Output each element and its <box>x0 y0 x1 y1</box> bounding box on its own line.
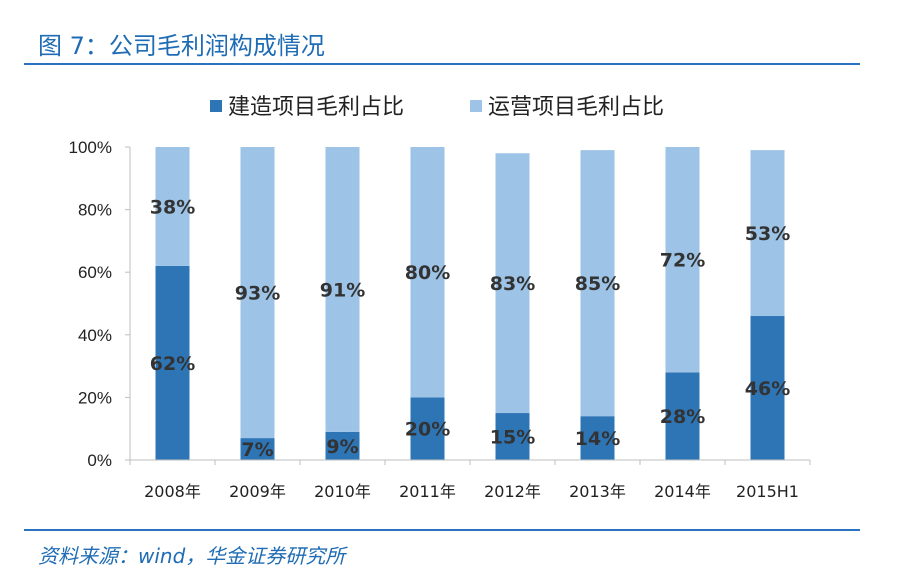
data-label: 9% <box>326 436 358 458</box>
data-label: 91% <box>320 279 365 301</box>
data-label: 93% <box>235 283 280 305</box>
bar-segment-series-1 <box>325 431 360 460</box>
data-label: 38% <box>150 196 195 218</box>
data-label: 46% <box>745 378 790 400</box>
legend-swatch-2 <box>470 100 482 112</box>
bar-segment-series-1 <box>410 397 445 460</box>
x-tick-label: 2012年 <box>484 482 541 501</box>
y-tick-label: 60% <box>78 263 112 282</box>
data-label: 62% <box>150 353 195 375</box>
bar-segment-series-1 <box>665 372 700 460</box>
data-label: 53% <box>745 223 790 245</box>
source-note: 资料来源：wind，华金证券研究所 <box>38 544 346 568</box>
data-label: 14% <box>575 428 620 450</box>
top-rule <box>24 63 860 65</box>
data-label: 85% <box>575 273 620 295</box>
data-label: 80% <box>405 262 450 284</box>
bar-segment-series-2 <box>750 150 785 317</box>
bar-segment-series-1 <box>240 438 275 460</box>
bar-segment-series-2 <box>410 147 445 398</box>
legend-label-2: 运营项目毛利占比 <box>488 95 664 120</box>
stacked-bar-chart: 建造项目毛利占比 运营项目毛利占比 0% 20% 40% 60% 80% 100% 62% 3… <box>69 95 811 501</box>
data-label: 20% <box>405 419 450 441</box>
bottom-rule <box>24 529 860 531</box>
bar-segment-series-1 <box>750 316 785 460</box>
y-tick-label: 20% <box>78 388 112 407</box>
y-axis: 0% 20% 40% 60% 80% 100% <box>69 138 131 470</box>
data-label: 72% <box>660 250 705 272</box>
data-label: 15% <box>490 427 535 449</box>
bar-segment-series-2 <box>495 153 530 414</box>
x-tick-label: 2010年 <box>314 482 371 501</box>
data-label: 28% <box>660 406 705 428</box>
bar-segment-series-2 <box>155 147 190 266</box>
bar-segment-series-1 <box>580 416 615 460</box>
bars: 62% 38% 7% 93% 9% 91% 20% 80% 15% 83% 14% 85% 28% 72%… <box>150 147 790 461</box>
bar-segment-series-1 <box>495 413 530 460</box>
y-tick-label: 80% <box>78 201 112 220</box>
bar-segment-series-2 <box>580 150 615 417</box>
bar-segment-series-1 <box>155 265 190 460</box>
x-tick-label: 2013年 <box>569 482 626 501</box>
x-tick-label: 2008年 <box>144 482 201 501</box>
bar-segment-series-2 <box>240 147 275 439</box>
y-tick-label: 40% <box>78 326 112 345</box>
data-label: 7% <box>241 439 273 461</box>
figure-title: 图 7：公司毛利润构成情况 <box>38 32 325 60</box>
legend: 建造项目毛利占比 运营项目毛利占比 <box>210 95 664 120</box>
y-tick-label: 0% <box>87 451 112 470</box>
x-tick-label: 2009年 <box>229 482 286 501</box>
bar-segment-series-2 <box>325 147 360 432</box>
x-axis: 2008年 2009年 2010年 2011年 2012年 2013年 2014年 2015H… <box>129 459 811 501</box>
y-tick-label: 100% <box>69 138 112 157</box>
x-tick-label: 2015H1 <box>736 482 799 501</box>
x-tick-label: 2014年 <box>654 482 711 501</box>
x-tick-label: 2011年 <box>399 482 456 501</box>
data-label: 83% <box>490 273 535 295</box>
bar-segment-series-2 <box>665 147 700 373</box>
legend-swatch-1 <box>210 100 222 112</box>
legend-label-1: 建造项目毛利占比 <box>228 95 404 120</box>
